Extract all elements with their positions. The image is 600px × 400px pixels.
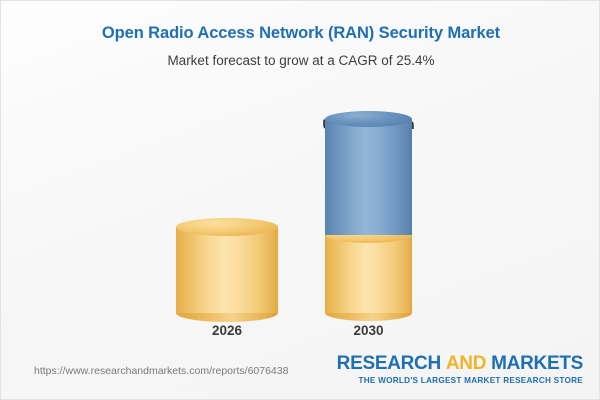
brand-word-and: AND: [445, 353, 487, 374]
cylinder-segment-yellow-2026: [176, 218, 278, 313]
brand-word-research: RESEARCH: [336, 353, 442, 374]
segment-body: [325, 235, 412, 313]
brand-tagline: THE WORLD'S LARGEST MARKET RESEARCH STOR…: [358, 376, 583, 385]
chart-plot-area: USD 6.07 Billion 2026 USD 15 Billion: [1, 81, 599, 341]
bar-group-2030[interactable]: USD 15 Billion 2030: [322, 89, 415, 341]
bar-group-2026[interactable]: USD 6.07 Billion 2026: [175, 89, 281, 341]
segment-top-ellipse: [176, 218, 278, 236]
bar-category-label-2026: 2026: [211, 323, 243, 338]
cylinder-2030: [325, 111, 414, 321]
segment-body: [176, 227, 278, 313]
cylinder-segment-blue-2030: [325, 111, 412, 235]
source-url-link[interactable]: https://www.researchandmarkets.com/repor…: [34, 365, 289, 377]
chart-subtitle: Market forecast to grow at a CAGR of 25.…: [167, 53, 435, 68]
chart-footer: https://www.researchandmarkets.com/repor…: [1, 339, 599, 399]
brand-word-markets: MARKETS: [491, 353, 583, 374]
segment-top-ellipse: [325, 111, 412, 127]
brand-wordmark: RESEARCH AND MARKETS: [336, 353, 584, 374]
bar-category-label-2030: 2030: [353, 323, 384, 338]
chart-header: Open Radio Access Network (RAN) Security…: [1, 1, 599, 69]
segment-body: [325, 119, 412, 235]
cylinder-2026: [176, 218, 281, 322]
cylinder-segment-yellow-2030: [325, 227, 412, 313]
brand-logo[interactable]: RESEARCH AND MARKETS THE WORLD'S LARGEST M…: [336, 353, 584, 386]
page-title: Open Radio Access Network (RAN) Security…: [101, 24, 501, 42]
